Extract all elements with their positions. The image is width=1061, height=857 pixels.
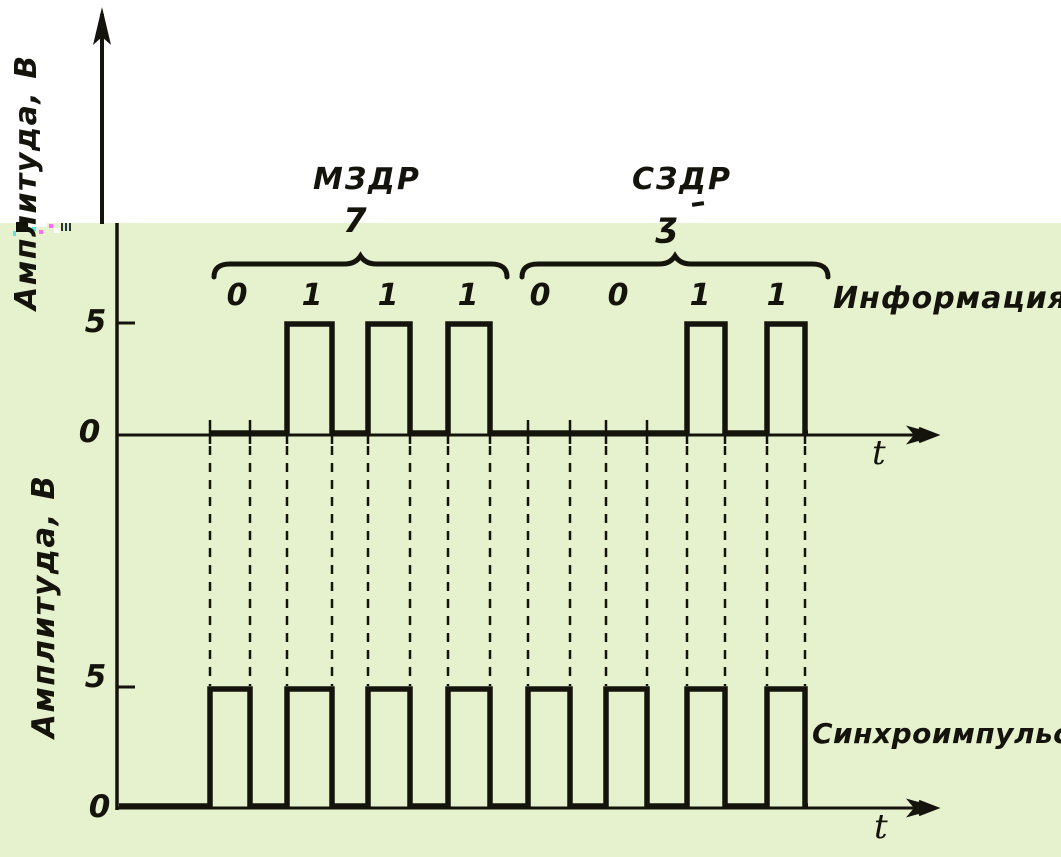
scan-glitch-artifact [13, 221, 75, 239]
bit-label-3: 1 [457, 278, 479, 313]
y-axis-label-bottom: Амплитуда, В [26, 474, 62, 738]
glitch-pixel [32, 227, 36, 231]
glitch-pixel [29, 222, 47, 227]
glitch-pixel [54, 228, 60, 233]
bit-label-2: 1 [377, 278, 399, 313]
bit-group-braces [211, 251, 831, 280]
seam-artifact-glyph: 7 [343, 201, 368, 241]
ytick-0-top: 0 [78, 414, 102, 450]
bit-label-7: 1 [766, 278, 788, 313]
ytick-5-top: 5 [84, 304, 108, 340]
group-label-mzdr: МЗДР [313, 162, 421, 197]
bit-label-1: 1 [301, 278, 323, 313]
glitch-pixel [16, 222, 28, 232]
glitch-pixel [49, 224, 53, 228]
glitch-pixel [39, 230, 43, 234]
bit-label-5: 0 [607, 278, 629, 313]
sync-signal [119, 686, 808, 809]
seam-artifact-glyph: ʒ [656, 205, 679, 245]
ytick-0-bottom: 0 [88, 789, 112, 825]
sync-pulses-label: Синхроимпульсы [812, 717, 1061, 750]
bit-label-4: 0 [529, 278, 551, 313]
group-label-szdr: СЗДР [631, 162, 733, 197]
bit-label-0: 0 [226, 278, 248, 313]
x-axis-label-top: t [872, 433, 886, 473]
x-axis-label-bottom: t [874, 807, 888, 847]
dashed-alignment-lines [208, 420, 807, 686]
bit-label-6: 1 [689, 278, 711, 313]
information-signal [210, 321, 808, 436]
glitch-pixel [61, 223, 71, 231]
glitch-pixel [13, 231, 16, 236]
axes [93, 7, 941, 818]
ytick-5-bottom: 5 [84, 659, 108, 695]
information-label: Информация [833, 281, 1061, 316]
y-axis-label-top: Амплитуда, В [9, 54, 44, 310]
